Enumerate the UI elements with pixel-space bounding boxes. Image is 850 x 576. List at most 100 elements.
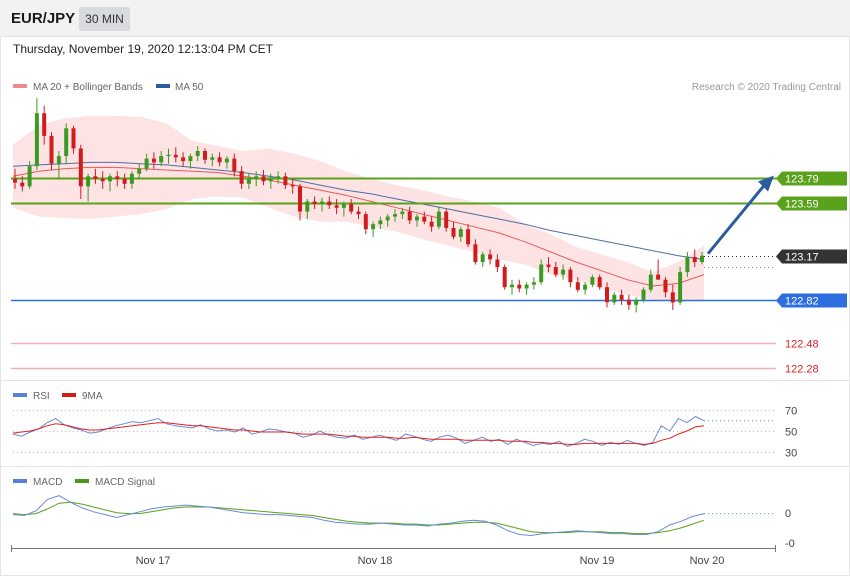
candle-body [232,158,237,172]
candle-body [349,204,354,212]
level-label-resistance: 123.59 [785,199,819,211]
macd-legend-swatch [13,479,27,483]
candle-body [473,244,478,262]
x-tick-label: Nov 20 [690,555,725,567]
level-tag-resistance [776,196,847,211]
macd-panel: 0 -0 [12,495,795,550]
candle-body [100,178,105,182]
level-tag-support [776,293,847,308]
candle-body [553,267,558,275]
candle-body [495,259,500,268]
level-label-resistance: 123.79 [785,174,819,186]
candle-body [663,279,668,293]
macd-signal-legend-label: MACD Signal [95,477,155,488]
rsi-line [12,415,705,448]
candle-body [488,254,493,260]
candle-body [144,158,149,169]
candle-body [670,292,675,303]
candle-body [239,171,244,184]
candle-body [64,128,69,156]
level-label-support: 122.82 [785,296,819,308]
ma50-legend-label: MA 50 [175,82,204,93]
candle-body [444,211,449,228]
candle-body [246,178,251,184]
candle-body [34,113,39,167]
candle-body [524,284,529,289]
ma20-legend-label: MA 20 + Bollinger Bands [33,82,143,93]
candle-body [166,154,171,157]
candle-body [320,201,324,204]
candle-body [619,294,624,300]
candle-body [356,211,361,215]
x-tick-label: Nov 18 [358,555,393,567]
rsi-tick-label: 70 [785,406,797,418]
candle-body [56,156,61,164]
macd-signal-legend-swatch [75,479,89,483]
candle-body [436,211,441,227]
candle-body [217,157,222,163]
candle-body [429,221,434,227]
candle-body [531,282,536,285]
candle-body [641,289,646,300]
candle-body [254,176,259,179]
candle-body [568,269,573,283]
candle-body [393,214,397,217]
x-axis: Nov 17 Nov 18 Nov 19 Nov 20 [11,545,776,567]
candle-body [93,176,98,179]
candle-body [415,216,419,221]
candle-body [510,284,514,288]
macd-line [12,495,705,537]
forecast-arrow-head [758,175,774,192]
candle-body [276,176,281,178]
rsi-ma-line [12,422,705,445]
macd-tick-label: 0 [785,508,791,520]
candle-body [261,176,266,182]
rsi-panel: 70 50 30 [12,406,797,460]
candle-body [678,272,683,303]
ma20-line [12,166,705,287]
candle-body [122,178,127,184]
level-label-lower: 122.28 [785,364,819,376]
candle-body [605,287,609,303]
x-tick-label: Nov 17 [136,555,171,567]
candle-body [181,157,186,162]
candle-body [597,277,602,288]
candle-body [700,255,704,262]
rsi-ma-legend-swatch [62,393,76,397]
candle-body [42,113,47,136]
candle-body [78,148,83,187]
x-tick-label: Nov 19 [580,555,615,567]
ma50-line [12,161,705,260]
rsi-legend-swatch [13,393,27,397]
candle-body [151,158,156,163]
candle-body [20,182,25,187]
candle-body [371,224,376,230]
candle-body [173,154,178,158]
candle-body [407,211,412,221]
candle-body [626,299,631,305]
candle-body [502,267,507,288]
current-price-tag [776,249,847,264]
candle-body [385,216,390,221]
candle-body [378,220,383,225]
rsi-tick-label: 50 [785,427,797,439]
level-label-current: 123.17 [785,252,819,264]
candle-body [159,156,164,163]
timeframe-badge[interactable]: 30 MIN [79,7,130,31]
source-credit: Research © 2020 Trading Central [692,82,841,93]
candle-body [27,166,32,187]
forecast-arrow-shaft [706,184,766,255]
candle-body [341,204,346,208]
candle-body [466,229,471,245]
candlesticks [13,98,776,313]
candle-body [129,173,134,184]
rsi-ma-legend-label: 9MA [82,391,103,402]
candle-body [648,274,653,290]
candle-body [583,284,588,290]
ma50-legend-swatch [156,84,170,88]
candle-body [612,294,617,303]
candle-body [305,201,310,212]
candle-body [422,216,427,222]
